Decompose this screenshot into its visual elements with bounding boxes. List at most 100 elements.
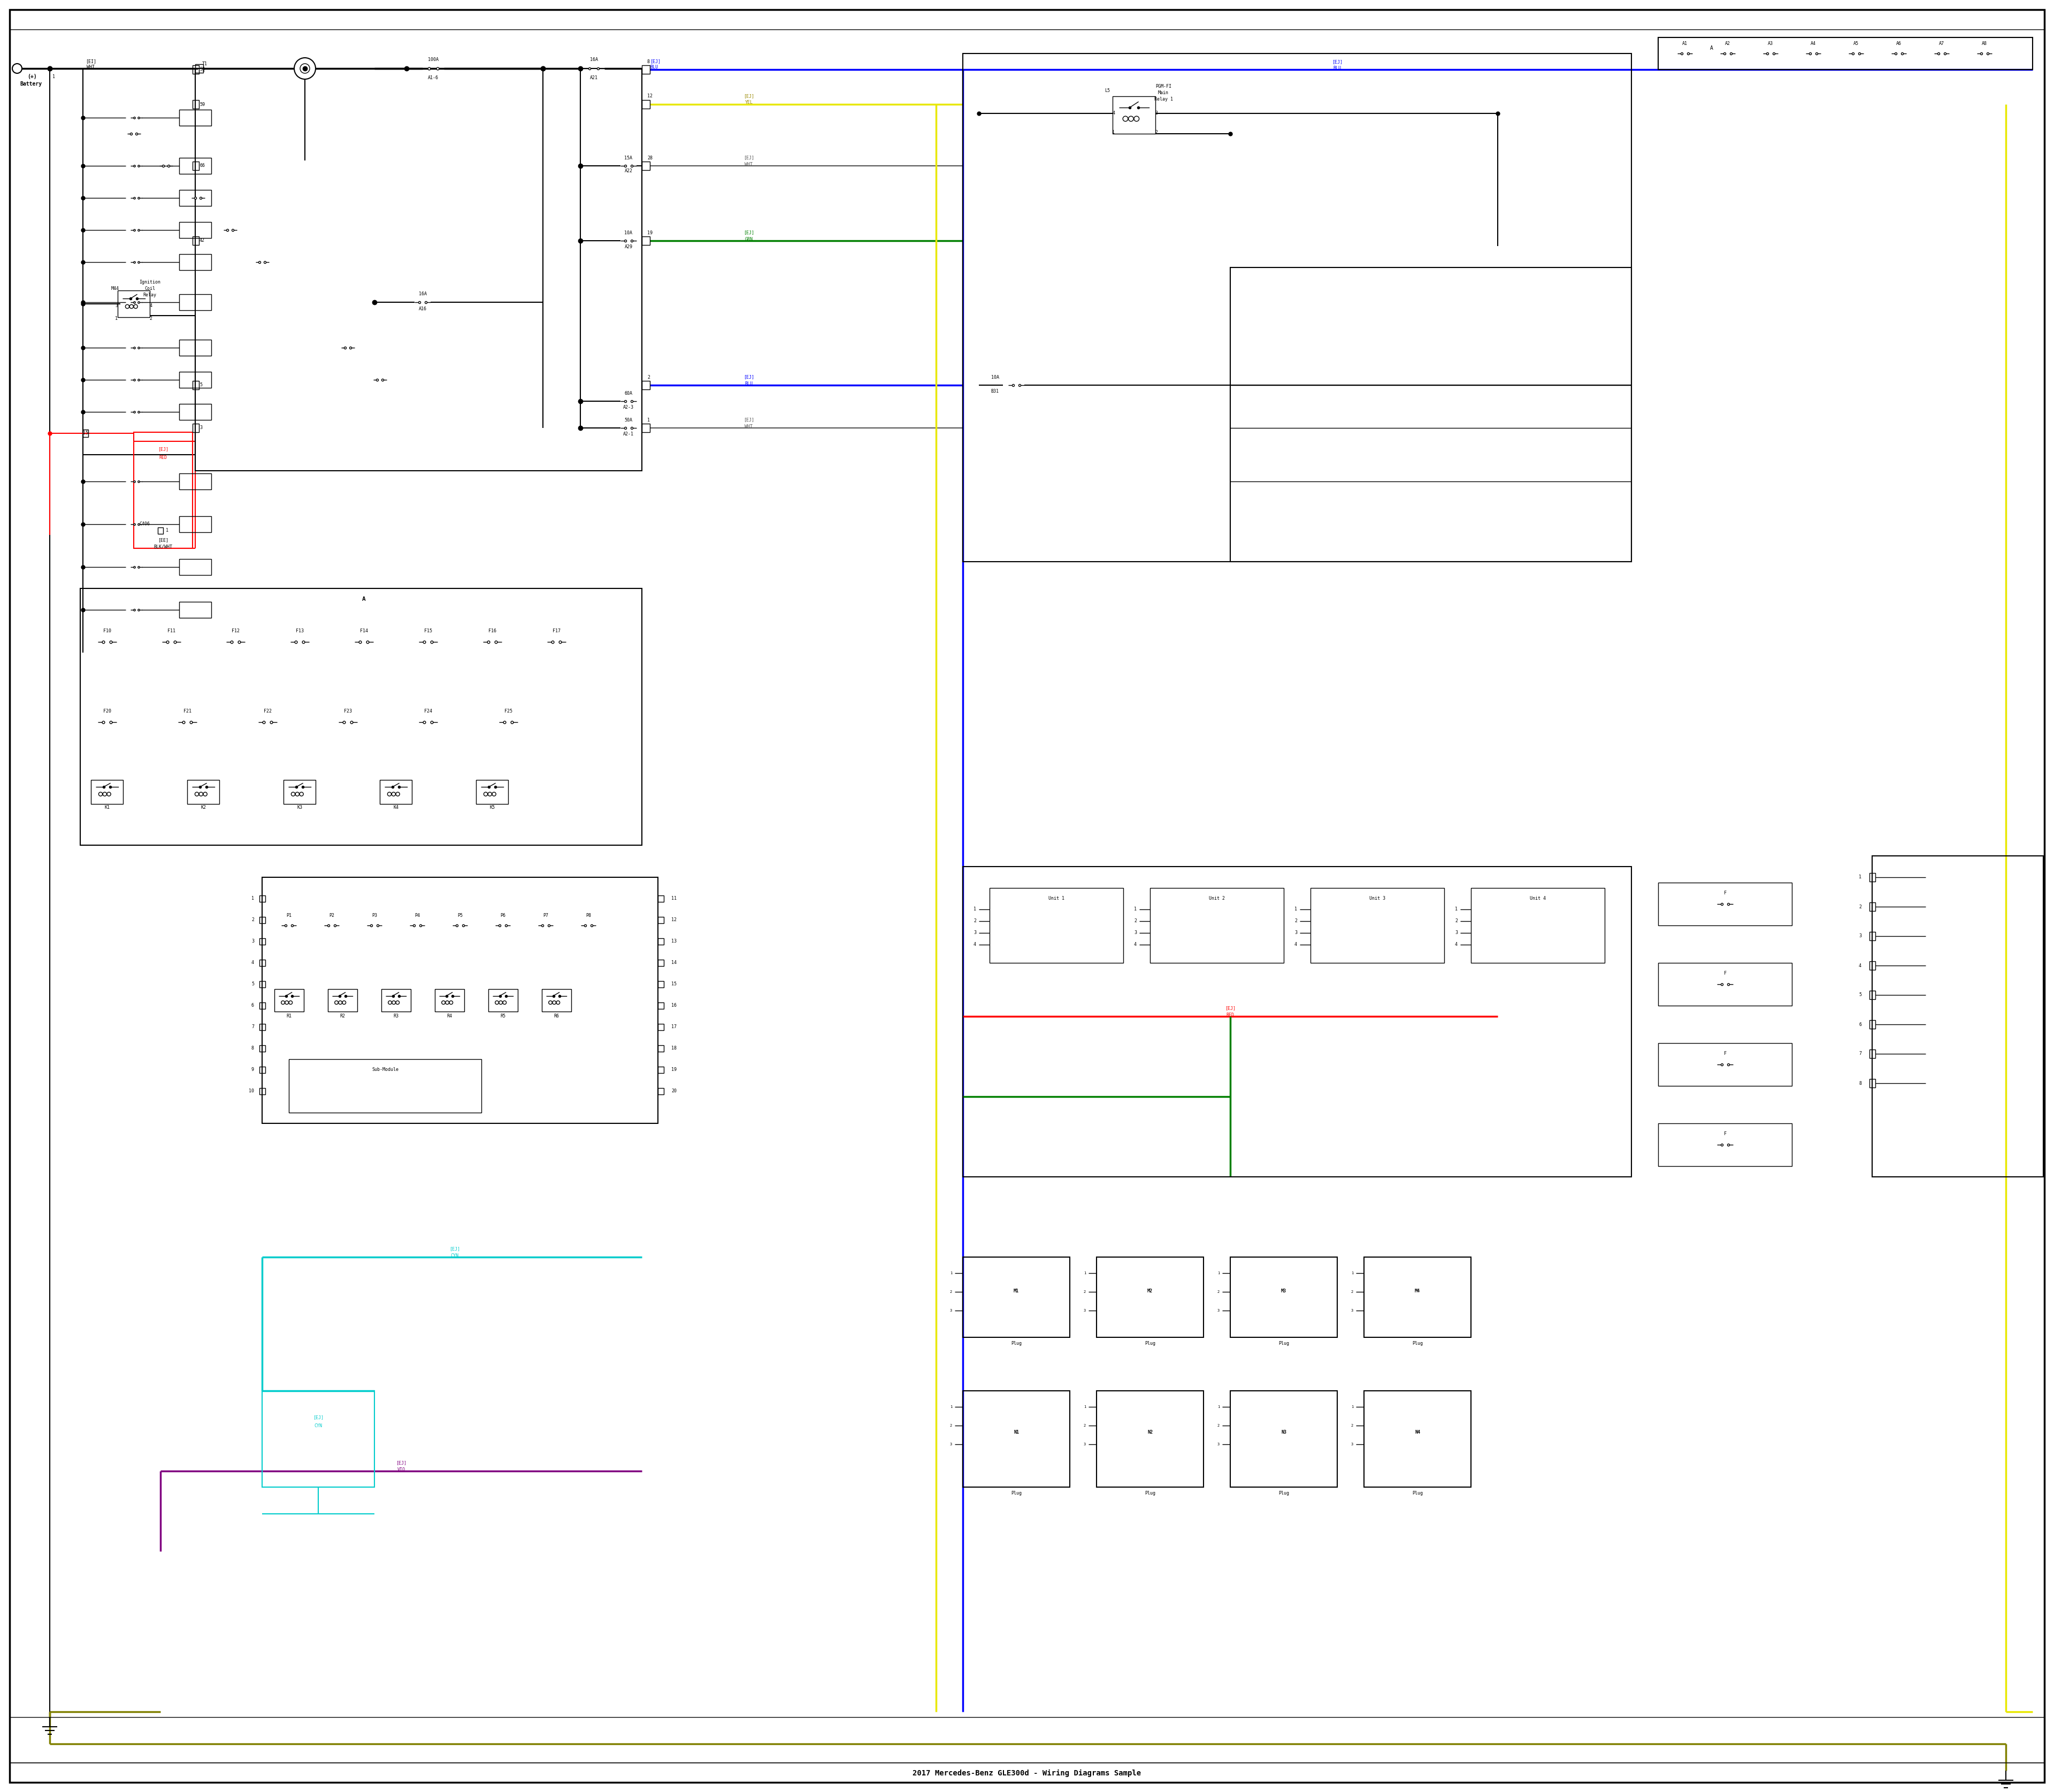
Text: 2: 2 bbox=[1454, 919, 1458, 923]
Text: Plug: Plug bbox=[1011, 1491, 1021, 1496]
Text: 60A: 60A bbox=[624, 391, 633, 396]
Text: A8: A8 bbox=[1982, 41, 1986, 47]
Text: 8: 8 bbox=[647, 59, 649, 65]
Text: F17: F17 bbox=[553, 629, 561, 634]
Text: 13: 13 bbox=[672, 939, 676, 944]
Text: 15: 15 bbox=[672, 982, 676, 987]
Text: 4: 4 bbox=[251, 961, 255, 966]
Text: 8: 8 bbox=[251, 1047, 255, 1050]
Text: 100A: 100A bbox=[427, 57, 440, 63]
Text: 1: 1 bbox=[1352, 1272, 1354, 1274]
Text: 3: 3 bbox=[199, 425, 201, 430]
Text: BLU: BLU bbox=[649, 65, 657, 70]
Text: [EJ]: [EJ] bbox=[744, 156, 754, 159]
Text: K2: K2 bbox=[201, 805, 205, 810]
Text: P7: P7 bbox=[542, 914, 548, 918]
Text: F13: F13 bbox=[296, 629, 304, 634]
Text: P3: P3 bbox=[372, 914, 378, 918]
Text: B31: B31 bbox=[990, 389, 998, 394]
Text: 2: 2 bbox=[1352, 1425, 1354, 1426]
Text: 5: 5 bbox=[251, 982, 255, 987]
Text: 19: 19 bbox=[672, 1068, 676, 1072]
Text: R3: R3 bbox=[392, 1014, 398, 1020]
Text: F15: F15 bbox=[423, 629, 431, 634]
Text: 1: 1 bbox=[1085, 1405, 1087, 1409]
Text: 3: 3 bbox=[1085, 1308, 1087, 1312]
Text: 4: 4 bbox=[974, 943, 976, 948]
Text: 7: 7 bbox=[251, 1025, 255, 1029]
Text: 3: 3 bbox=[1859, 934, 1861, 939]
Text: 4: 4 bbox=[1454, 943, 1458, 948]
Text: P4: P4 bbox=[415, 914, 419, 918]
Circle shape bbox=[294, 57, 316, 79]
Text: CYN: CYN bbox=[314, 1423, 322, 1428]
Text: F23: F23 bbox=[343, 710, 351, 713]
Text: P6: P6 bbox=[499, 914, 505, 918]
Text: [EI]: [EI] bbox=[86, 59, 97, 65]
Text: K1: K1 bbox=[105, 805, 109, 810]
Text: Plug: Plug bbox=[1144, 1342, 1154, 1346]
Text: A5: A5 bbox=[1853, 41, 1859, 47]
Text: N2: N2 bbox=[1148, 1430, 1152, 1435]
Text: WHT: WHT bbox=[86, 65, 94, 70]
Text: F: F bbox=[1723, 971, 1725, 977]
Text: P8: P8 bbox=[585, 914, 592, 918]
Text: A: A bbox=[1711, 45, 1713, 50]
Text: A1-6: A1-6 bbox=[427, 75, 440, 81]
Text: 4: 4 bbox=[1294, 943, 1298, 948]
Text: [EJ]: [EJ] bbox=[158, 446, 168, 452]
Text: 16A: 16A bbox=[589, 57, 598, 63]
Text: K3: K3 bbox=[298, 805, 302, 810]
Text: 2: 2 bbox=[1218, 1425, 1220, 1426]
Text: [EJ]: [EJ] bbox=[312, 1416, 325, 1419]
Text: 11: 11 bbox=[672, 896, 676, 901]
Text: N3: N3 bbox=[1282, 1430, 1286, 1435]
Text: A2-3: A2-3 bbox=[622, 405, 635, 410]
Text: [EJ]: [EJ] bbox=[1331, 59, 1343, 65]
Text: F10: F10 bbox=[103, 629, 111, 634]
Text: 6: 6 bbox=[1859, 1021, 1861, 1027]
Text: 4: 4 bbox=[1113, 111, 1115, 116]
Text: 7: 7 bbox=[1859, 1052, 1861, 1055]
Text: M2: M2 bbox=[1148, 1288, 1152, 1294]
Text: 19: 19 bbox=[647, 231, 653, 235]
Text: 20: 20 bbox=[672, 1090, 676, 1093]
Text: R2: R2 bbox=[339, 1014, 345, 1020]
Text: Relay: Relay bbox=[144, 292, 156, 297]
Text: A2-1: A2-1 bbox=[622, 432, 635, 437]
Text: Unit 3: Unit 3 bbox=[1370, 896, 1384, 901]
Text: A4: A4 bbox=[1812, 41, 1816, 47]
Text: F22: F22 bbox=[263, 710, 271, 713]
Text: A7: A7 bbox=[1939, 41, 1945, 47]
Text: F: F bbox=[1723, 1052, 1725, 1055]
Text: Plug: Plug bbox=[1413, 1342, 1423, 1346]
Text: R5: R5 bbox=[499, 1014, 505, 1020]
Text: 3: 3 bbox=[949, 1443, 953, 1446]
Text: F21: F21 bbox=[183, 710, 191, 713]
Text: 2: 2 bbox=[1154, 129, 1158, 134]
Text: 1: 1 bbox=[949, 1405, 953, 1409]
Text: 1: 1 bbox=[1454, 907, 1458, 912]
Text: [EJ]: [EJ] bbox=[744, 375, 754, 380]
Text: 9: 9 bbox=[251, 1068, 255, 1072]
Text: 18: 18 bbox=[672, 1047, 676, 1050]
Text: P2: P2 bbox=[329, 914, 335, 918]
Circle shape bbox=[300, 65, 310, 73]
Text: A21: A21 bbox=[589, 75, 598, 81]
Text: 3: 3 bbox=[974, 930, 976, 935]
Text: 3: 3 bbox=[1085, 1443, 1087, 1446]
Text: 3: 3 bbox=[1352, 1443, 1354, 1446]
Text: 5: 5 bbox=[1859, 993, 1861, 998]
Text: 4: 4 bbox=[1134, 943, 1136, 948]
Text: 3: 3 bbox=[1218, 1308, 1220, 1312]
Text: M3: M3 bbox=[1282, 1288, 1286, 1294]
Text: BLU: BLU bbox=[1333, 66, 1341, 72]
Text: A2: A2 bbox=[1725, 41, 1729, 47]
Text: 3: 3 bbox=[949, 1308, 953, 1312]
Text: R6: R6 bbox=[555, 1014, 559, 1020]
Text: K5: K5 bbox=[489, 805, 495, 810]
Text: C406: C406 bbox=[140, 521, 150, 527]
Text: 1: 1 bbox=[115, 315, 117, 321]
Text: 2: 2 bbox=[974, 919, 976, 923]
Text: 2: 2 bbox=[949, 1425, 953, 1426]
